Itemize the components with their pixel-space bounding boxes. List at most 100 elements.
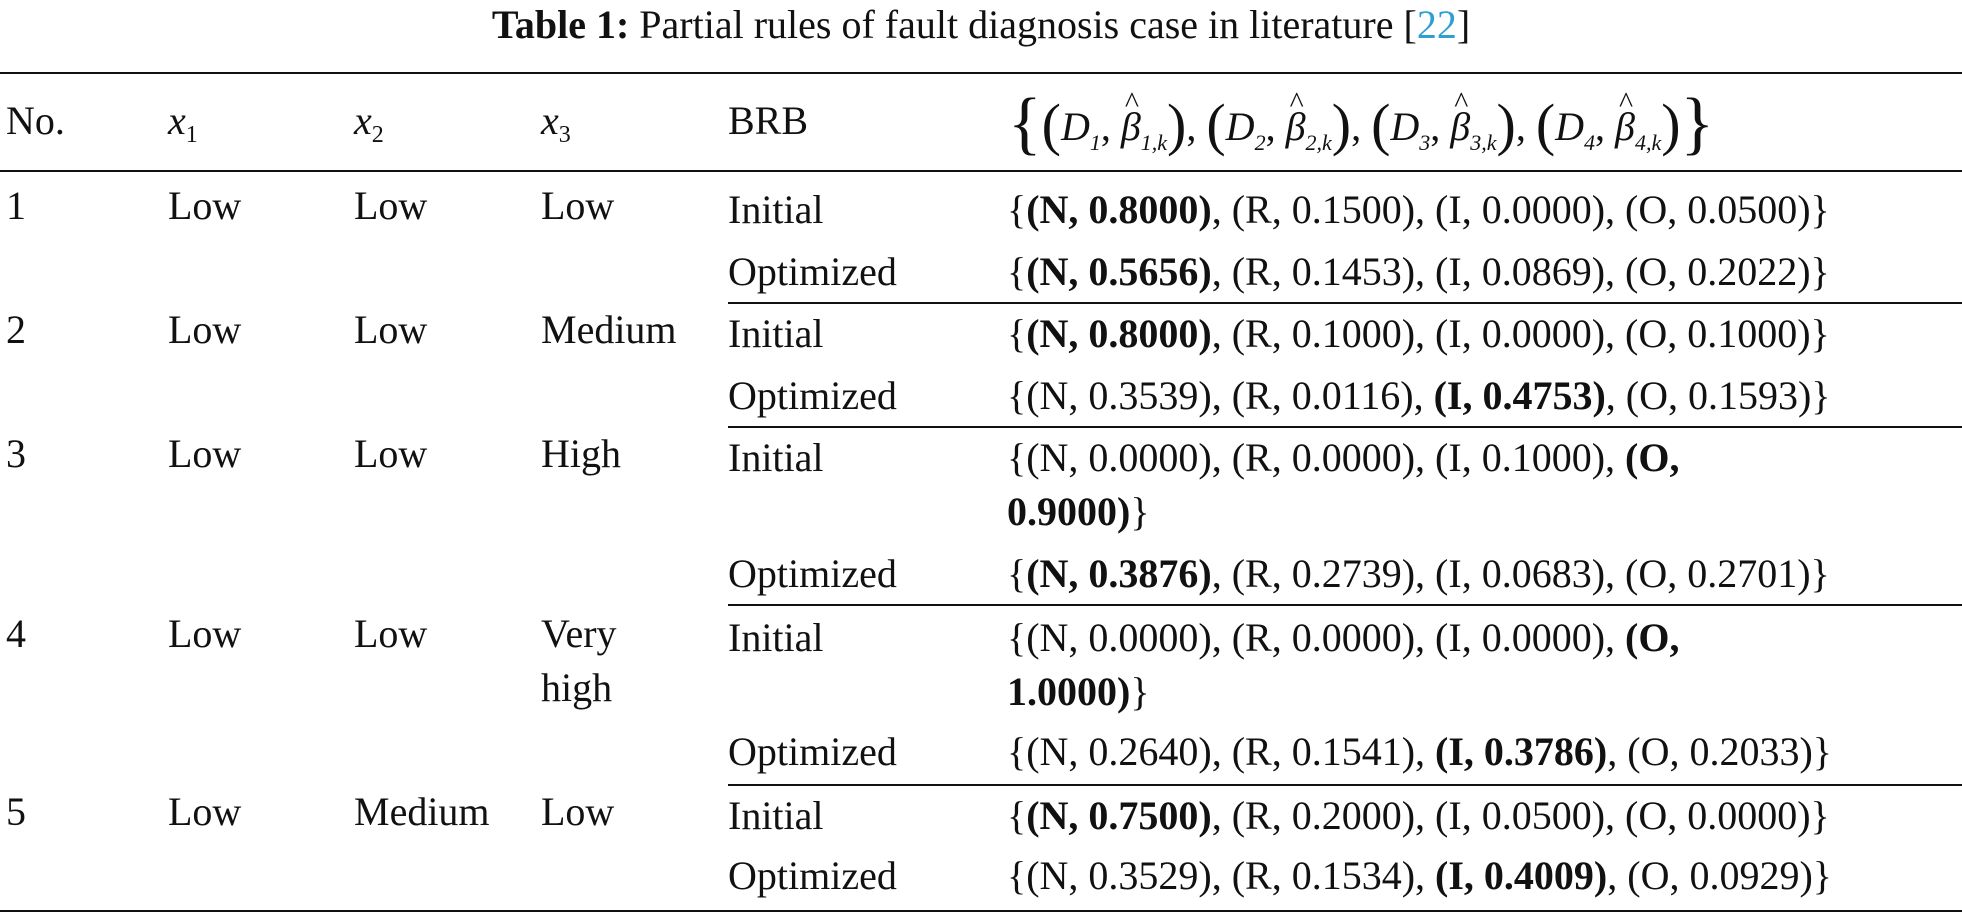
beta1-sub: 1,k [1140, 130, 1168, 155]
row4-no: 4 [6, 611, 26, 656]
row3-initial-bold2: 0.9000) [1007, 489, 1131, 534]
row4-initial-pre: {(N, 0.0000), (R, 0.0000), (I, 0.0000), [1007, 615, 1626, 660]
row4-optimized-pre: {(N, 0.2640), (R, 0.1541), [1007, 729, 1436, 774]
top-rule [0, 72, 1962, 74]
row2-initial-label: Initial [728, 311, 824, 356]
row2-no: 2 [6, 307, 26, 352]
row1-initial-label: Initial [728, 187, 824, 232]
row1-optimized-bold: (N, 0.5656) [1026, 249, 1212, 294]
row1-x2: Low [354, 183, 428, 228]
row5-optimized-bold: (I, 0.4009) [1435, 853, 1608, 898]
row5-x2: Medium [354, 789, 490, 834]
row4-x3: Very [541, 611, 617, 656]
row4-initial-rest: } [1130, 669, 1150, 714]
row4-initial-value: {(N, 0.0000), (R, 0.0000), (I, 0.0000), … [1007, 612, 1679, 664]
row5-x1: Low [168, 789, 242, 834]
row5-no: 5 [6, 789, 26, 834]
row2-x1: Low [168, 307, 242, 352]
row4-initial-value-cont: 1.0000)} [1007, 666, 1150, 718]
row1-initial-rest: , (R, 0.1500), (I, 0.0000), (O, 0.0500)} [1211, 187, 1830, 232]
x1-sub: 1 [185, 122, 198, 148]
row1-initial-bold: (N, 0.8000) [1026, 187, 1212, 232]
row4-x2: Low [354, 611, 428, 656]
beta4-sub: 4,k [1634, 130, 1662, 155]
beta3-sub: 3,k [1470, 130, 1497, 155]
header-x1: x1 [168, 95, 198, 161]
caption-close: ] [1456, 2, 1471, 47]
row4-initial-label: Initial [728, 615, 824, 660]
row3-x3: High [541, 431, 621, 476]
header-rule [0, 170, 1962, 172]
row3-no: 3 [6, 431, 26, 476]
table-caption: Table 1: Partial rules of fault diagnosi… [0, 0, 1962, 62]
row4-optimized-rest: , (O, 0.2033)} [1607, 729, 1832, 774]
beta2-var: β [1286, 63, 1306, 167]
header-belief-structure: {(D1, β1,k), (D2, β2,k), (D3, β3,k), (D4… [1008, 63, 1714, 167]
row1-optimized-value: {(N, 0.5656), (R, 0.1453), (I, 0.0869), … [1007, 246, 1830, 298]
row3-x1: Low [168, 431, 242, 476]
d4-sub: 4 [1584, 130, 1596, 155]
header-brb: BRB [728, 98, 809, 143]
d1-sub: 1 [1089, 130, 1101, 155]
row3-initial-pre: {(N, 0.0000), (R, 0.0000), (I, 0.1000), [1007, 435, 1626, 480]
row4-x3-cont: high [541, 665, 613, 710]
beta2-sub: 2,k [1305, 130, 1332, 155]
row4-x1: Low [168, 611, 242, 656]
header-x3: x3 [541, 95, 571, 161]
row5-initial-value: {(N, 0.7500), (R, 0.2000), (I, 0.0500), … [1007, 790, 1830, 842]
row5-initial-rest: , (R, 0.2000), (I, 0.0500), (O, 0.0000)} [1211, 793, 1830, 838]
row5-initial-open: { [1007, 793, 1027, 838]
row3-initial-rest: } [1130, 489, 1150, 534]
row2-initial-open: { [1007, 311, 1027, 356]
caption-text: Partial rules of fault diagnosis case in… [629, 2, 1417, 47]
row2-optimized-value: {(N, 0.3539), (R, 0.0116), (I, 0.4753), … [1007, 370, 1831, 422]
row1-x1: Low [168, 183, 242, 228]
row1-optimized-label: Optimized [728, 249, 897, 294]
row1-divider [728, 302, 1962, 304]
x3-sub: 3 [558, 122, 571, 148]
row4-initial-bold2: 1.0000) [1007, 669, 1131, 714]
row3-optimized-label: Optimized [728, 551, 897, 596]
d1-var: D [1060, 104, 1090, 149]
d3-var: D [1390, 104, 1420, 149]
row3-initial-value-cont: 0.9000)} [1007, 486, 1150, 538]
row1-no: 1 [6, 183, 26, 228]
beta1-var: β [1121, 63, 1141, 167]
x3-var: x [541, 98, 559, 143]
row4-optimized-label: Optimized [728, 729, 897, 774]
row3-optimized-rest: , (R, 0.2739), (I, 0.0683), (O, 0.2701)} [1211, 551, 1830, 596]
header-x2: x2 [354, 95, 384, 161]
row3-initial-label: Initial [728, 435, 824, 480]
row1-initial-value: {(N, 0.8000), (R, 0.1500), (I, 0.0000), … [1007, 184, 1830, 236]
d4-var: D [1555, 104, 1585, 149]
row2-optimized-pre: {(N, 0.3539), (R, 0.0116), [1007, 373, 1434, 418]
x2-sub: 2 [371, 122, 384, 148]
row4-optimized-value: {(N, 0.2640), (R, 0.1541), (I, 0.3786), … [1007, 726, 1832, 778]
row5-optimized-value: {(N, 0.3529), (R, 0.1534), (I, 0.4009), … [1007, 850, 1832, 902]
header-no: No. [6, 98, 65, 143]
row3-initial-value: {(N, 0.0000), (R, 0.0000), (I, 0.1000), … [1007, 432, 1679, 484]
caption-label: Table 1: [491, 2, 630, 47]
bottom-rule [0, 910, 1962, 912]
row3-optimized-value: {(N, 0.3876), (R, 0.2739), (I, 0.0683), … [1007, 548, 1830, 600]
row5-initial-label: Initial [728, 793, 824, 838]
row2-optimized-rest: , (O, 0.1593)} [1605, 373, 1831, 418]
x2-var: x [354, 98, 372, 143]
d2-var: D [1225, 104, 1255, 149]
row2-optimized-bold: (I, 0.4753) [1433, 373, 1606, 418]
row3-optimized-open: { [1007, 551, 1027, 596]
d3-sub: 3 [1419, 130, 1431, 155]
row2-initial-rest: , (R, 0.1000), (I, 0.0000), (O, 0.1000)} [1211, 311, 1830, 356]
row1-optimized-rest: , (R, 0.1453), (I, 0.0869), (O, 0.2022)} [1211, 249, 1830, 294]
x1-var: x [168, 98, 186, 143]
row2-x2: Low [354, 307, 428, 352]
row1-optimized-open: { [1007, 249, 1027, 294]
row1-initial-open: { [1007, 187, 1027, 232]
row5-optimized-pre: {(N, 0.3529), (R, 0.1534), [1007, 853, 1436, 898]
citation-link[interactable]: 22 [1416, 2, 1457, 47]
row2-optimized-label: Optimized [728, 373, 897, 418]
row5-optimized-rest: , (O, 0.0929)} [1607, 853, 1832, 898]
beta4-var: β [1615, 63, 1635, 167]
row2-initial-bold: (N, 0.8000) [1026, 311, 1212, 356]
row3-initial-bold: (O, [1625, 435, 1680, 480]
